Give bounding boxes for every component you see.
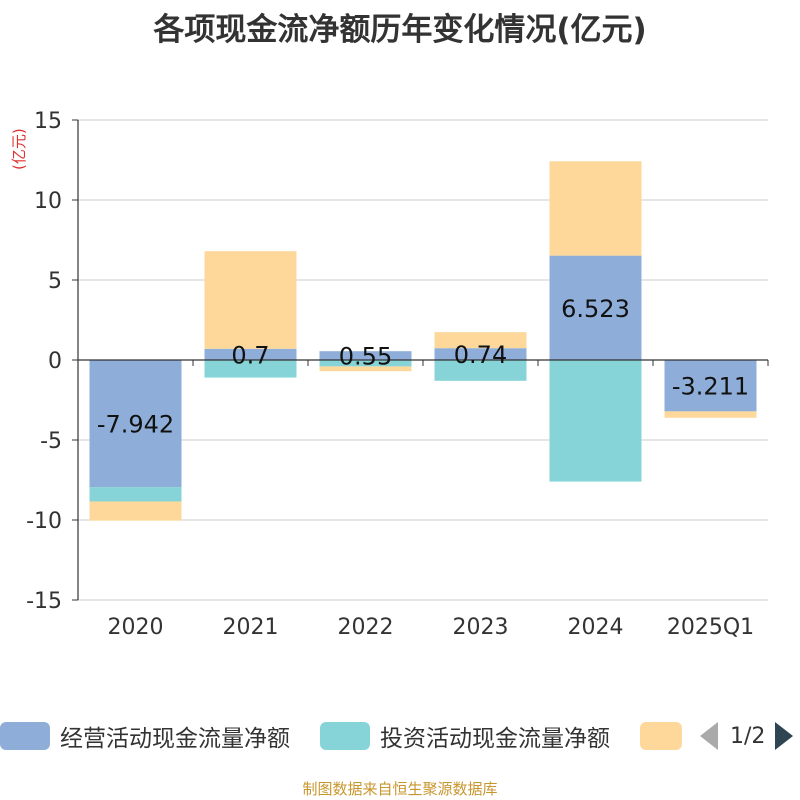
bar-operating bbox=[664, 360, 757, 412]
data-label: -7.942 bbox=[97, 411, 174, 439]
legend-item-operating[interactable]: 经营活动现金流量净额 bbox=[0, 716, 290, 756]
y-axis-unit-text: (亿元) bbox=[10, 128, 28, 170]
legend-label-investing: 投资活动现金流量净额 bbox=[380, 726, 610, 752]
bar-financing bbox=[549, 161, 642, 256]
x-tick-label: 2024 bbox=[568, 615, 624, 640]
legend-swatch-operating bbox=[0, 722, 50, 750]
y-tick-label: -5 bbox=[40, 429, 62, 454]
data-label: 6.523 bbox=[561, 295, 630, 323]
data-label: -3.211 bbox=[672, 373, 749, 401]
legend-item-financing[interactable] bbox=[640, 716, 692, 756]
x-tick-label: 2023 bbox=[453, 615, 509, 640]
bar-operating bbox=[89, 360, 182, 488]
bar-investing bbox=[434, 360, 527, 381]
bar-investing bbox=[204, 360, 297, 378]
data-label: 0.74 bbox=[454, 341, 507, 369]
stacked-bar-chart: 15 10 5 0 -5 -10 -15 -7.942 0.7 0.55 0.74 6.523 -3.2… bbox=[26, 109, 769, 640]
y-tick-label: -15 bbox=[26, 589, 62, 614]
x-tick-label: 2020 bbox=[108, 615, 164, 640]
bar-financing bbox=[319, 366, 412, 372]
legend-swatch-financing bbox=[640, 722, 682, 750]
bar-investing bbox=[319, 360, 412, 367]
chart-title: 各项现金流净额历年变化情况(亿元) bbox=[153, 12, 647, 48]
legend-pager: 1/2 bbox=[700, 716, 794, 756]
x-tick-label: 2025Q1 bbox=[667, 615, 754, 640]
legend-label-operating: 经营活动现金流量净额 bbox=[60, 726, 290, 752]
y-tick-label: 5 bbox=[48, 269, 62, 294]
bar-financing bbox=[89, 501, 182, 521]
legend-swatch-investing bbox=[320, 722, 370, 750]
legend-prev-page-icon[interactable] bbox=[700, 722, 718, 750]
x-tick-label: 2021 bbox=[223, 615, 279, 640]
legend-next-page-icon[interactable] bbox=[775, 722, 794, 750]
data-label: 0.7 bbox=[231, 341, 269, 369]
legend-item-investing[interactable]: 投资活动现金流量净额 bbox=[320, 716, 610, 756]
bar-operating bbox=[549, 255, 642, 360]
bar-financing bbox=[204, 251, 297, 349]
source-note: 制图数据来自恒生聚源数据库 bbox=[302, 780, 498, 798]
x-tick-label: 2022 bbox=[338, 615, 394, 640]
bar-investing bbox=[89, 487, 182, 502]
bar-financing bbox=[664, 411, 757, 418]
y-axis-unit-label: (亿元) bbox=[10, 128, 28, 170]
bar-operating bbox=[434, 348, 527, 360]
bar-financing bbox=[434, 332, 527, 349]
data-label: 0.55 bbox=[339, 343, 392, 371]
y-tick-label: -10 bbox=[26, 509, 62, 534]
bar-operating bbox=[319, 351, 412, 360]
legend-page-indicator: 1/2 bbox=[730, 723, 766, 749]
y-tick-label: 15 bbox=[34, 109, 62, 134]
y-tick-label: 0 bbox=[48, 349, 62, 374]
bar-investing bbox=[549, 360, 642, 482]
legend: 经营活动现金流量净额 投资活动现金流量净额 1/2 bbox=[0, 716, 800, 756]
y-tick-label: 10 bbox=[34, 189, 62, 214]
bar-operating bbox=[204, 348, 297, 360]
